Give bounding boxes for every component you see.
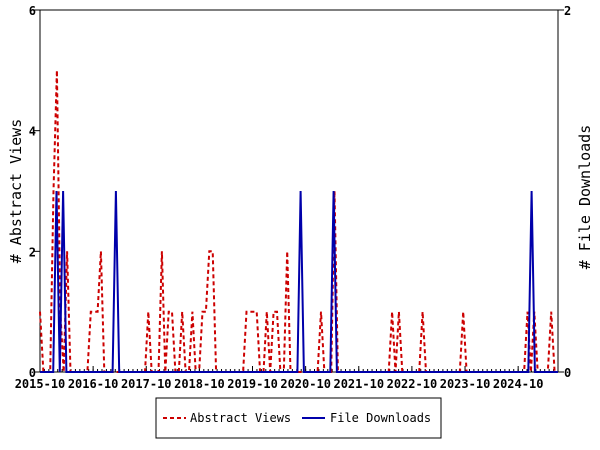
y-axis-title-left: # Abstract Views xyxy=(7,119,25,264)
legend-box xyxy=(155,397,442,439)
x-tick-label: 2021-10 xyxy=(333,377,384,391)
series-line-file-downloads xyxy=(40,190,558,373)
y-right-tick-label: 0 xyxy=(564,366,571,380)
y-right-tick-label: 2 xyxy=(564,4,571,18)
x-tick-label: 2023-10 xyxy=(440,377,491,391)
x-tick-label: 2016-10 xyxy=(68,377,119,391)
y-left-tick-label: 4 xyxy=(29,125,36,139)
x-tick-label: 2019-10 xyxy=(227,377,278,391)
y-left-tick-label: 0 xyxy=(29,366,36,380)
x-tick-label: 2018-10 xyxy=(174,377,225,391)
y-axis-title-right: # File Downloads xyxy=(576,125,594,270)
legend-label-file-downloads: File Downloads xyxy=(330,411,431,425)
x-tick-label: 2024-10 xyxy=(493,377,544,391)
legend-label-abstract-views: Abstract Views xyxy=(190,411,291,425)
x-tick-label: 2022-10 xyxy=(387,377,438,391)
series-layer xyxy=(39,70,558,373)
x-tick-label: 2015-10 xyxy=(15,377,66,391)
x-tick-label: 2020-10 xyxy=(280,377,331,391)
tick-labels: 2015-10 2016-10 2017-10 2018-10 2019-10 2020-… xyxy=(15,4,572,391)
y-left-tick-label: 6 xyxy=(29,4,36,18)
y-left-tick-label: 2 xyxy=(29,245,36,259)
legend: Abstract Views File Downloads xyxy=(155,397,442,439)
x-tick-label: 2017-10 xyxy=(121,377,172,391)
